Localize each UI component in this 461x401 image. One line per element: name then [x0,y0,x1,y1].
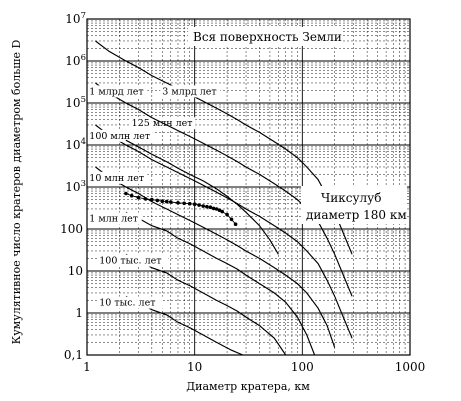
data-point-chicxulub [176,201,180,205]
data-point-chicxulub [217,208,222,212]
curve-label: 1 млрд лет [89,86,143,97]
data-point-chicxulub [211,206,216,211]
data-point-chicxulub [225,212,229,217]
y-tick-label: 106 [65,53,86,68]
data-point-chicxulub [129,193,134,198]
grid [87,19,410,355]
data-point-chicxulub [201,204,205,208]
chicxulub-label-line1: Чиксулуб [321,191,381,205]
curve-label-bg [87,171,148,184]
data-point-chicxulub [150,197,154,202]
series-line [125,253,287,356]
y-tick-label: 103 [65,179,86,194]
series-layer: 10 тыс. лет 100 тыс. лет 1 млн лет 10 млн л… [87,40,353,356]
y-tick-label: 105 [65,95,86,110]
curve-label-bg [97,296,163,309]
y-tick-label: 0,1 [64,348,83,362]
plot-frame [86,18,411,356]
data-point-chicxulub [124,191,128,196]
y-tick-label: 10 [68,264,83,278]
data-point-chicxulub [182,201,186,206]
series-line [95,166,336,348]
series-line [95,82,353,297]
data-point-chicxulub [205,204,209,209]
x-tick-label: 10 [187,360,202,374]
data-point-chicxulub [136,195,141,200]
curve-label-bg [87,212,142,225]
curve-label-bg [160,85,221,98]
chicxulub-label-line2: диаметр 180 км [306,208,407,222]
x-tick-label: 100 [291,360,314,374]
y-tick-label: 104 [65,137,86,152]
data-point-chicxulub [169,200,173,204]
y-tick-label: 100 [60,222,83,236]
data-point-chicxulub [192,202,197,206]
curve-label-bg [97,254,169,267]
surface-label-box [188,27,342,46]
curve-label: 10 тыс. лет [99,298,155,309]
data-point-chicxulub [229,217,234,222]
x-tick-label: 1 [83,360,91,374]
curve-label: 3 млрд лет [162,86,216,97]
series-line [95,40,353,255]
data-point-chicxulub [214,207,219,211]
series-line [125,211,316,356]
x-tick-label: 1000 [395,360,426,374]
y-axis-label: Кумулятивное число кратеров диаметром бо… [10,40,23,345]
chicxulub-label-box [301,186,407,224]
data-point-chicxulub [208,205,213,209]
series-line [95,124,353,339]
curve-label: 1 млн лет [89,214,138,225]
data-point-chicxulub [164,199,169,204]
data-point-chicxulub [220,209,224,214]
series-line [125,139,279,255]
curve-label: 125 млн лет [132,118,193,129]
curve-label-bg [87,85,148,98]
curve-label: 100 млн лет [89,131,150,142]
data-point-chicxulub [187,201,192,206]
curve-label: 10 млн лет [89,173,144,184]
data-point-chicxulub [160,199,165,203]
curve-label-bg [87,129,153,142]
data-point-chicxulub [143,197,148,201]
data-point-chicxulub [155,198,160,203]
data-point-chicxulub [233,222,238,226]
y-tick-label: 107 [65,11,86,26]
x-axis-label: Диаметр кратера, км [186,380,310,393]
surface-label: Вся поверхность Земли [193,30,342,44]
y-tick-label: 1 [75,306,83,320]
data-point-chicxulub [197,203,201,207]
curve-label: 100 тыс. лет [99,256,161,267]
